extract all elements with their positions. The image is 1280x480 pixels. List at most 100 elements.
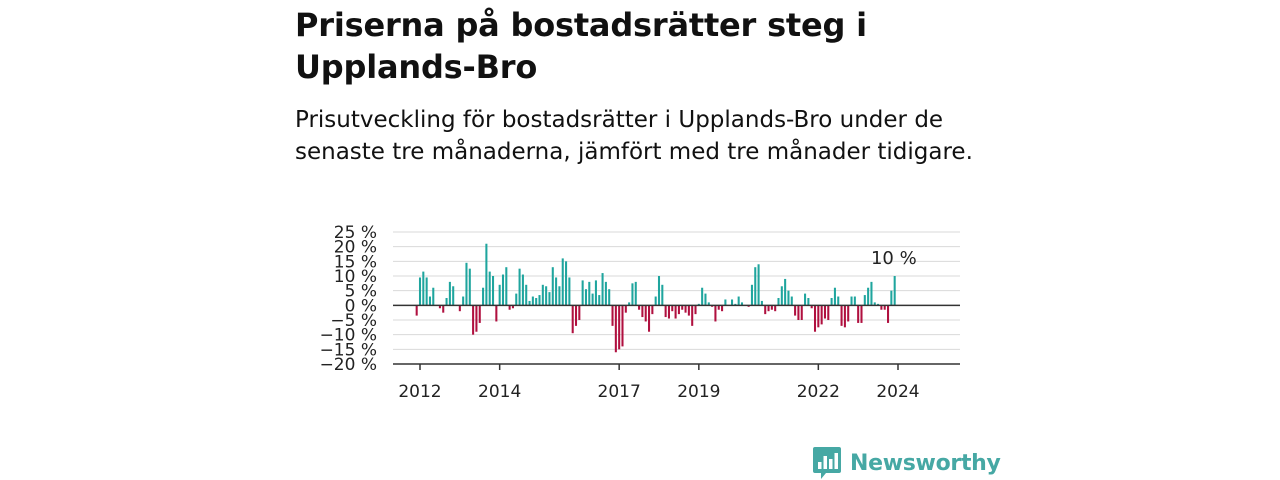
- bar: [511, 305, 514, 309]
- bar: [501, 274, 505, 306]
- bar: [634, 281, 637, 306]
- y-tick-label: 20 %: [334, 238, 377, 258]
- bar: [515, 293, 518, 306]
- bar: [754, 267, 757, 306]
- bar: [445, 298, 448, 306]
- bar: [565, 261, 568, 306]
- bar: [475, 305, 478, 332]
- bar: [648, 305, 651, 332]
- bar: [810, 305, 813, 309]
- bar: [588, 281, 591, 306]
- bar: [870, 281, 873, 306]
- y-axis-labels: 25 %20 %15 %10 %5 %0 %−5 %−10 %−15 %−20 …: [320, 223, 377, 375]
- bar: [701, 287, 704, 306]
- y-tick-label: −10 %: [320, 326, 377, 346]
- bar: [860, 305, 863, 323]
- bar: [415, 305, 418, 316]
- bar: [488, 271, 491, 306]
- bar: [641, 305, 644, 318]
- bar: [843, 305, 846, 328]
- bar: [813, 305, 817, 332]
- bar: [438, 305, 441, 309]
- bar: [724, 299, 727, 306]
- y-tick-label: −20 %: [320, 355, 377, 375]
- bar: [777, 298, 780, 306]
- bar: [687, 305, 690, 316]
- bar: [883, 305, 886, 310]
- bar: [714, 305, 717, 322]
- bar: [677, 305, 680, 315]
- bar: [608, 289, 611, 306]
- bar: [518, 268, 521, 306]
- annotations: 10 %: [871, 248, 917, 269]
- bar: [568, 277, 571, 306]
- y-tick-label: 25 %: [334, 223, 377, 243]
- bar: [638, 305, 641, 310]
- bar: [800, 305, 803, 320]
- bar: [442, 305, 445, 313]
- bar: [538, 295, 541, 306]
- bar: [857, 305, 860, 323]
- bar: [422, 271, 425, 306]
- bar: [611, 305, 614, 326]
- bar: [551, 267, 554, 306]
- bar: [731, 299, 734, 306]
- bar: [774, 305, 777, 312]
- bar: [621, 305, 624, 347]
- x-tick-label: 2014: [478, 382, 521, 402]
- bar: [541, 284, 544, 306]
- bar: [428, 296, 431, 306]
- bar: [767, 305, 770, 312]
- bar: [525, 284, 528, 306]
- bar: [707, 302, 710, 306]
- bar: [418, 277, 422, 306]
- bar: [521, 274, 524, 306]
- x-axis-labels: 2012 2014 2017 2019 2022 2024: [398, 364, 920, 402]
- y-tick-label: −15 %: [320, 340, 377, 360]
- y-tick-label: 10 %: [334, 267, 377, 287]
- bar: [837, 296, 840, 306]
- bar: [604, 281, 607, 306]
- bar: [833, 287, 836, 306]
- bar: [750, 284, 753, 306]
- bar: [863, 295, 866, 306]
- bar: [797, 305, 800, 320]
- bar: [867, 287, 870, 306]
- bar: [823, 305, 826, 319]
- newsworthy-logo-icon: [813, 447, 841, 479]
- bar: [558, 286, 561, 306]
- x-tick-label: 2022: [797, 382, 840, 402]
- bar: [495, 305, 498, 322]
- brand-name: Newsworthy: [850, 450, 1001, 476]
- bar: [764, 305, 767, 315]
- bar: [694, 305, 697, 315]
- bar: [492, 276, 495, 306]
- bar: [681, 305, 684, 310]
- bar: [661, 284, 664, 306]
- bar: [462, 296, 465, 306]
- bar: [757, 264, 760, 306]
- bar: [737, 296, 740, 306]
- bar: [555, 277, 558, 306]
- bars: [415, 243, 896, 353]
- bar: [614, 305, 617, 353]
- bar: [574, 305, 578, 326]
- bar: [684, 305, 687, 313]
- y-tick-label: −5 %: [330, 311, 377, 331]
- bar: [717, 305, 720, 310]
- bar: [498, 284, 501, 306]
- bar: [485, 243, 488, 306]
- y-tick-label: 5 %: [345, 282, 377, 302]
- bar: [740, 302, 744, 306]
- bar: [482, 287, 485, 306]
- bar: [657, 276, 661, 306]
- bar: [601, 273, 604, 306]
- axes: [393, 304, 960, 365]
- bar: [691, 305, 694, 326]
- bar: [847, 305, 850, 322]
- bar: [545, 286, 548, 306]
- bar: [452, 286, 455, 306]
- bar: [827, 305, 830, 320]
- bar: [840, 305, 843, 326]
